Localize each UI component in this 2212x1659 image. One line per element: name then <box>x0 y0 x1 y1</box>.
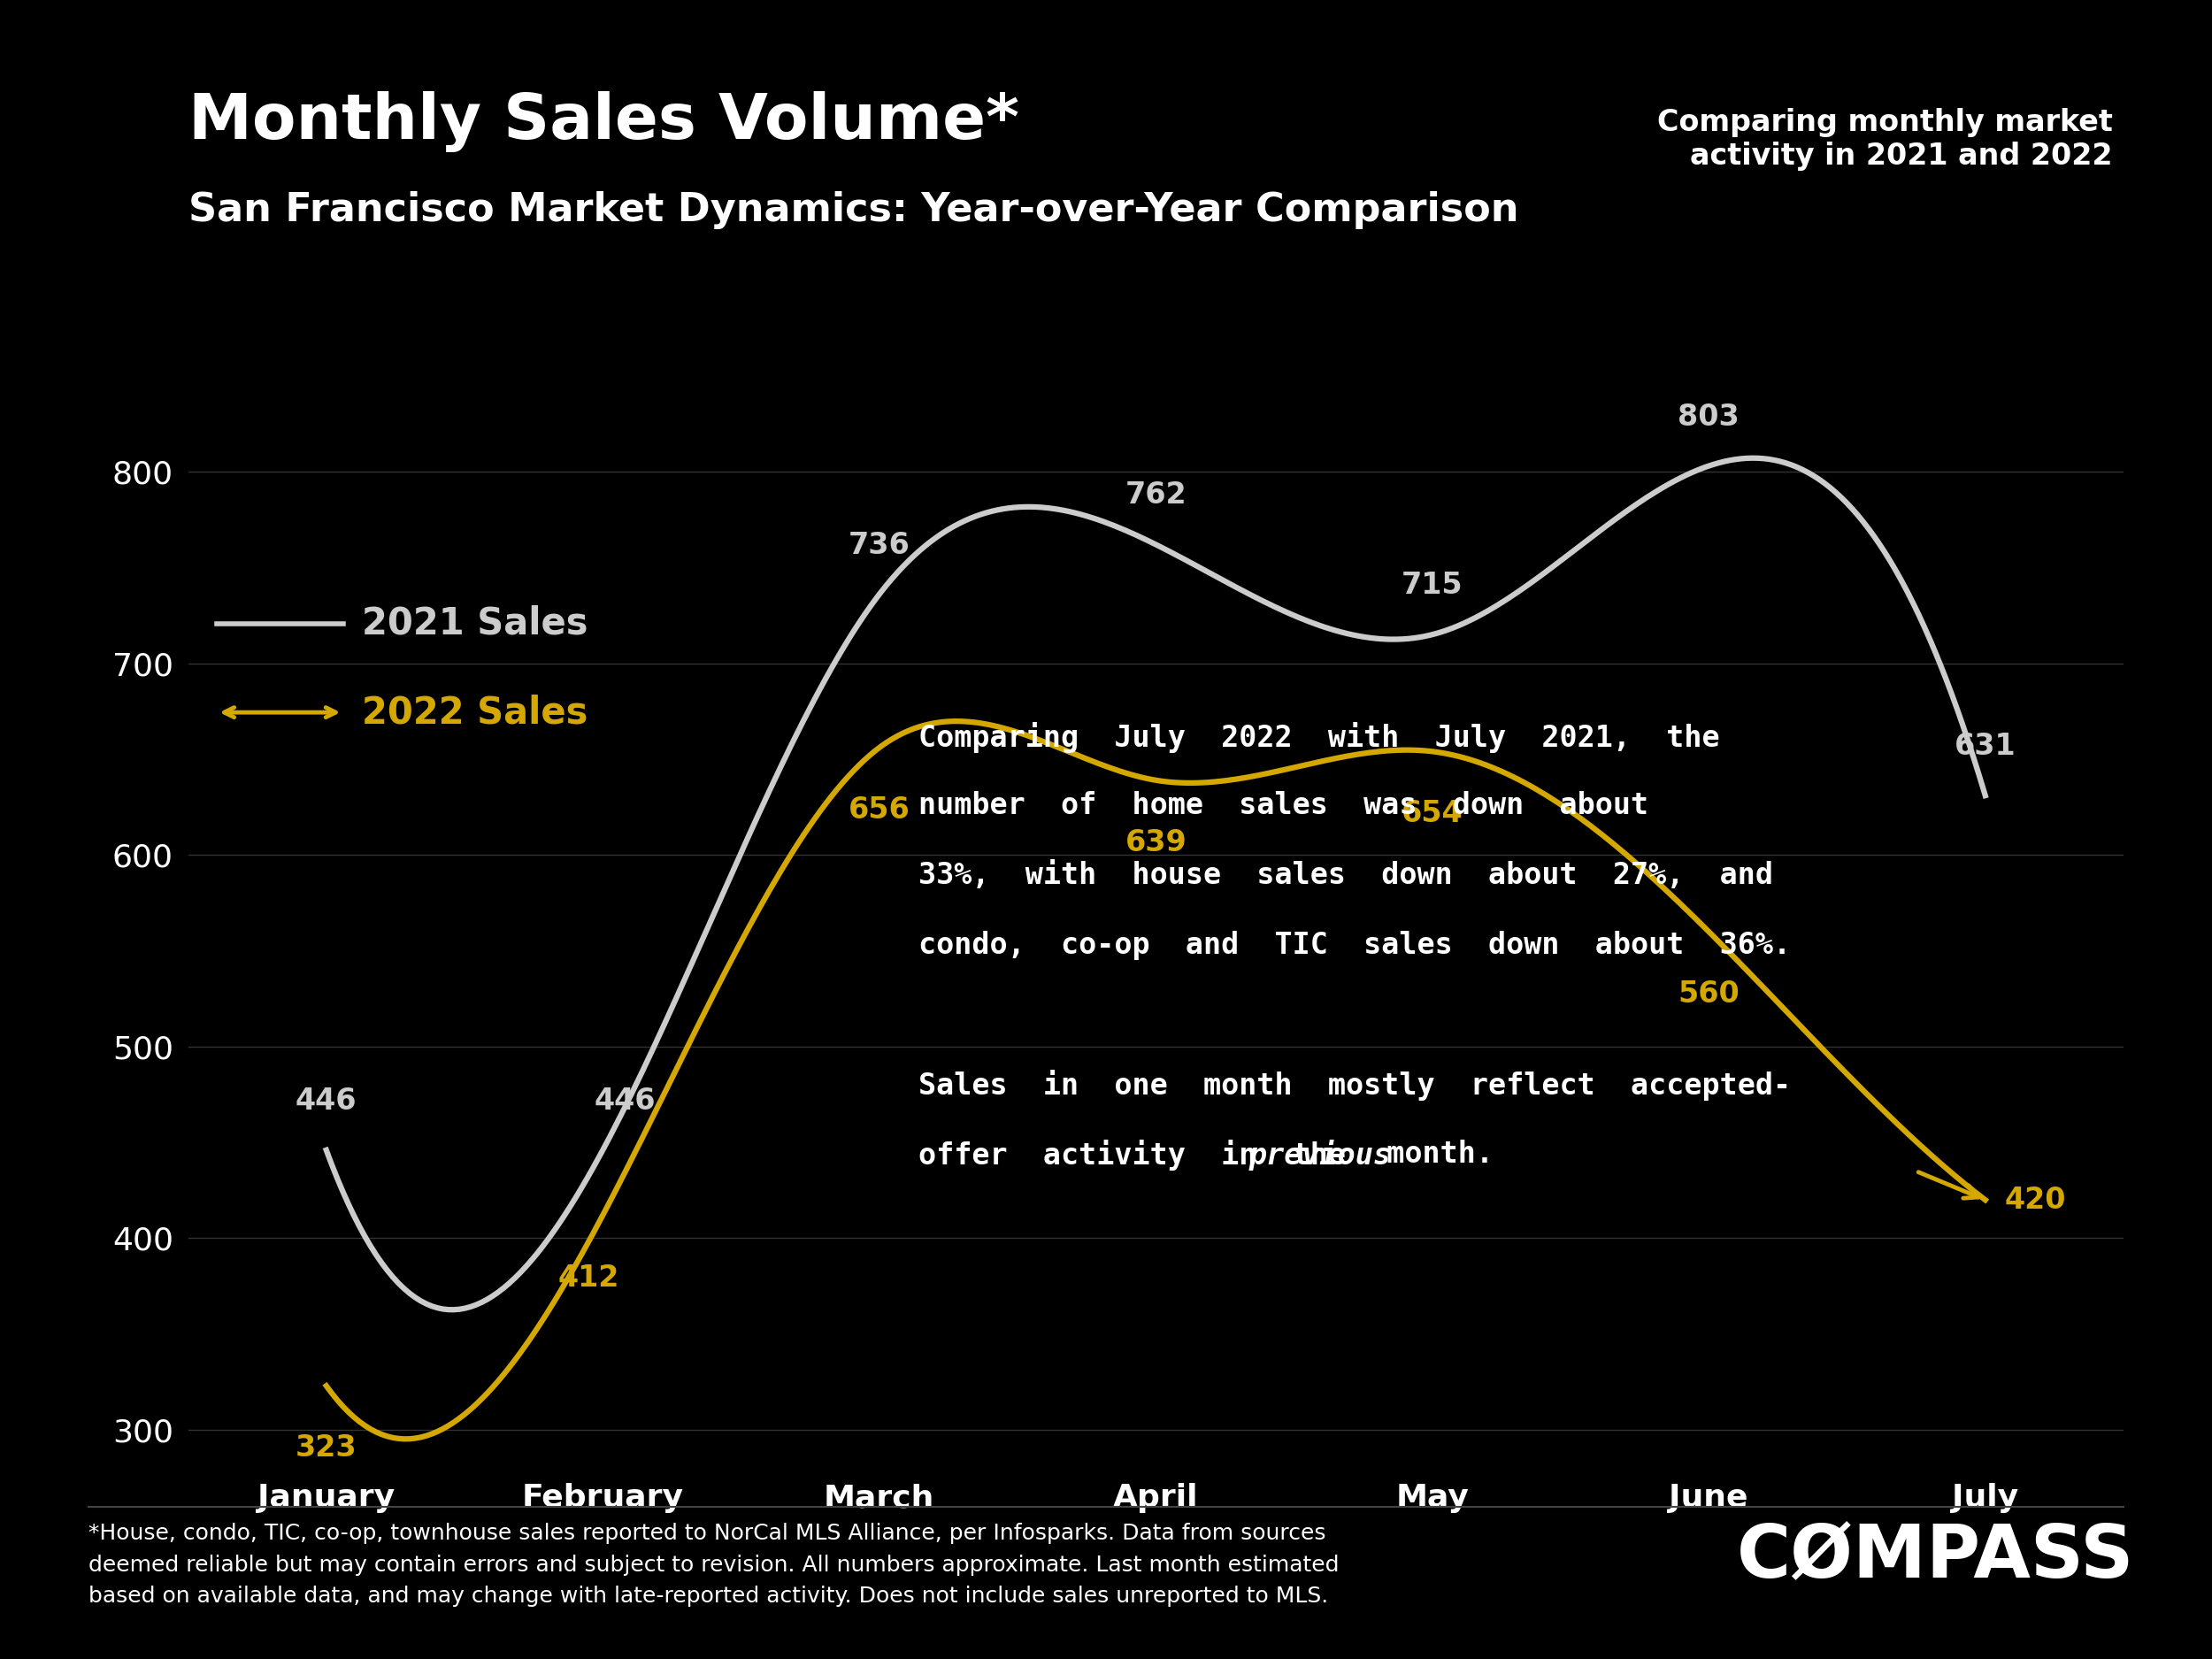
Text: 2021 Sales: 2021 Sales <box>363 606 588 642</box>
Text: *House, condo, TIC, co-op, townhouse sales reported to NorCal MLS Alliance, per : *House, condo, TIC, co-op, townhouse sal… <box>88 1523 1338 1608</box>
Text: 736: 736 <box>849 531 909 559</box>
Text: CØMPASS: CØMPASS <box>1736 1521 2135 1593</box>
Text: Sales  in  one  month  mostly  reflect  accepted-: Sales in one month mostly reflect accept… <box>918 1070 1790 1102</box>
Text: 323: 323 <box>296 1433 356 1463</box>
Text: Comparing  July  2022  with  July  2021,  the: Comparing July 2022 with July 2021, the <box>918 722 1719 753</box>
Text: 2022 Sales: 2022 Sales <box>363 693 588 732</box>
Text: 420: 420 <box>2004 1185 2066 1214</box>
Text: 803: 803 <box>1679 401 1739 431</box>
Text: month.: month. <box>1352 1140 1493 1170</box>
Text: 33%,  with  house  sales  down  about  27%,  and: 33%, with house sales down about 27%, an… <box>918 861 1772 891</box>
Text: 631: 631 <box>1955 732 2015 761</box>
Text: number  of  home  sales  was  down  about: number of home sales was down about <box>918 791 1648 821</box>
Text: previous: previous <box>1250 1140 1391 1171</box>
Text: 639: 639 <box>1126 828 1186 858</box>
Text: 446: 446 <box>296 1087 356 1115</box>
Text: San Francisco Market Dynamics: Year-over-Year Comparison: San Francisco Market Dynamics: Year-over… <box>188 191 1517 229</box>
Text: 762: 762 <box>1126 481 1186 509</box>
Text: 560: 560 <box>1679 979 1739 1009</box>
Text: 715: 715 <box>1402 571 1462 601</box>
Text: condo,  co-op  and  TIC  sales  down  about  36%.: condo, co-op and TIC sales down about 36… <box>918 931 1790 961</box>
Text: 654: 654 <box>1402 800 1462 828</box>
Text: offer  activity  in  the: offer activity in the <box>918 1140 1380 1171</box>
Text: 656: 656 <box>849 796 909 825</box>
Text: 412: 412 <box>557 1262 619 1292</box>
Text: Monthly Sales Volume*: Monthly Sales Volume* <box>188 91 1020 153</box>
Text: Comparing monthly market
activity in 2021 and 2022: Comparing monthly market activity in 202… <box>1657 108 2112 171</box>
Text: 446: 446 <box>595 1087 655 1115</box>
